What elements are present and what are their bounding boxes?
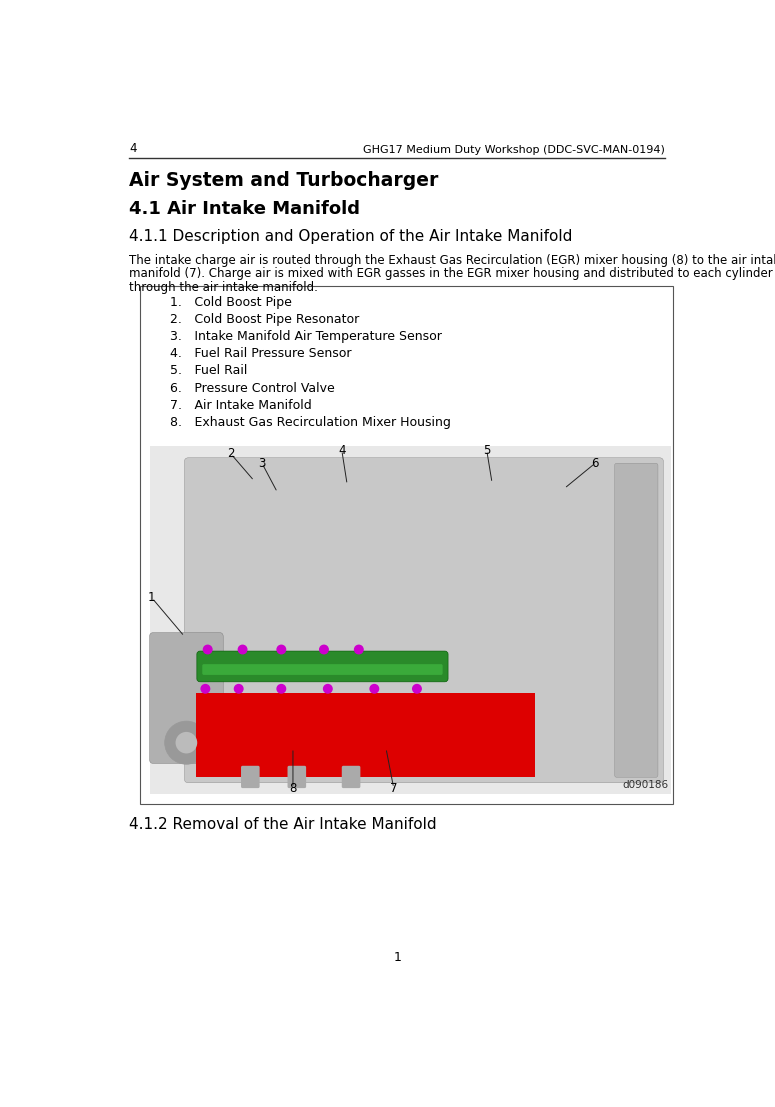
Text: 5.  Fuel Rail: 5. Fuel Rail (170, 364, 248, 377)
Bar (140, 286, 673, 805)
Text: manifold (7). Charge air is mixed with EGR gasses in the EGR mixer housing and d: manifold (7). Charge air is mixed with E… (129, 267, 773, 280)
Circle shape (355, 645, 363, 654)
Text: 7.  Air Intake Manifold: 7. Air Intake Manifold (170, 399, 312, 412)
Circle shape (164, 721, 208, 764)
Bar (150, 446, 671, 794)
Circle shape (370, 684, 378, 693)
Text: 4.1 Air Intake Manifold: 4.1 Air Intake Manifold (129, 200, 360, 218)
Text: 7: 7 (390, 782, 398, 795)
Circle shape (175, 732, 197, 754)
Circle shape (277, 684, 286, 693)
Text: 5: 5 (483, 444, 491, 456)
Text: 6: 6 (591, 457, 599, 469)
Circle shape (413, 684, 422, 693)
Circle shape (277, 645, 285, 654)
FancyBboxPatch shape (197, 651, 448, 682)
FancyBboxPatch shape (241, 766, 260, 788)
Circle shape (324, 684, 332, 693)
Text: 4: 4 (129, 142, 137, 155)
Text: 2: 2 (227, 447, 235, 461)
Bar (196, 693, 536, 777)
Circle shape (203, 645, 212, 654)
Text: 3: 3 (258, 457, 266, 469)
Text: The intake charge air is routed through the Exhaust Gas Recirculation (EGR) mixe: The intake charge air is routed through … (129, 254, 775, 267)
Text: 3.  Intake Manifold Air Temperature Sensor: 3. Intake Manifold Air Temperature Senso… (170, 330, 443, 343)
Circle shape (320, 645, 329, 654)
Circle shape (235, 684, 243, 693)
Circle shape (239, 645, 246, 654)
FancyBboxPatch shape (342, 766, 360, 788)
Text: 1: 1 (393, 951, 401, 964)
Text: Air System and Turbocharger: Air System and Turbocharger (129, 170, 439, 189)
FancyBboxPatch shape (288, 766, 306, 788)
Text: 1.  Cold Boost Pipe: 1. Cold Boost Pipe (170, 296, 292, 309)
Text: 8.  Exhaust Gas Recirculation Mixer Housing: 8. Exhaust Gas Recirculation Mixer Housi… (170, 416, 451, 428)
Text: 4.  Fuel Rail Pressure Sensor: 4. Fuel Rail Pressure Sensor (170, 348, 352, 361)
Circle shape (202, 684, 209, 693)
Text: through the air intake manifold.: through the air intake manifold. (129, 281, 319, 293)
Text: 6.  Pressure Control Valve: 6. Pressure Control Valve (170, 382, 336, 394)
FancyBboxPatch shape (184, 458, 663, 783)
FancyBboxPatch shape (615, 463, 658, 777)
Text: 8: 8 (289, 782, 297, 795)
Text: 4: 4 (338, 444, 346, 456)
Text: 4.1.2 Removal of the Air Intake Manifold: 4.1.2 Removal of the Air Intake Manifold (129, 817, 437, 832)
FancyBboxPatch shape (150, 632, 223, 764)
Text: GHG17 Medium Duty Workshop (DDC-SVC-MAN-0194): GHG17 Medium Duty Workshop (DDC-SVC-MAN-… (363, 145, 665, 155)
Text: 2.  Cold Boost Pipe Resonator: 2. Cold Boost Pipe Resonator (170, 313, 360, 327)
Text: 1: 1 (148, 591, 156, 604)
FancyBboxPatch shape (202, 664, 443, 675)
Text: 4.1.1 Description and Operation of the Air Intake Manifold: 4.1.1 Description and Operation of the A… (129, 229, 573, 244)
Text: d090186: d090186 (622, 780, 669, 790)
